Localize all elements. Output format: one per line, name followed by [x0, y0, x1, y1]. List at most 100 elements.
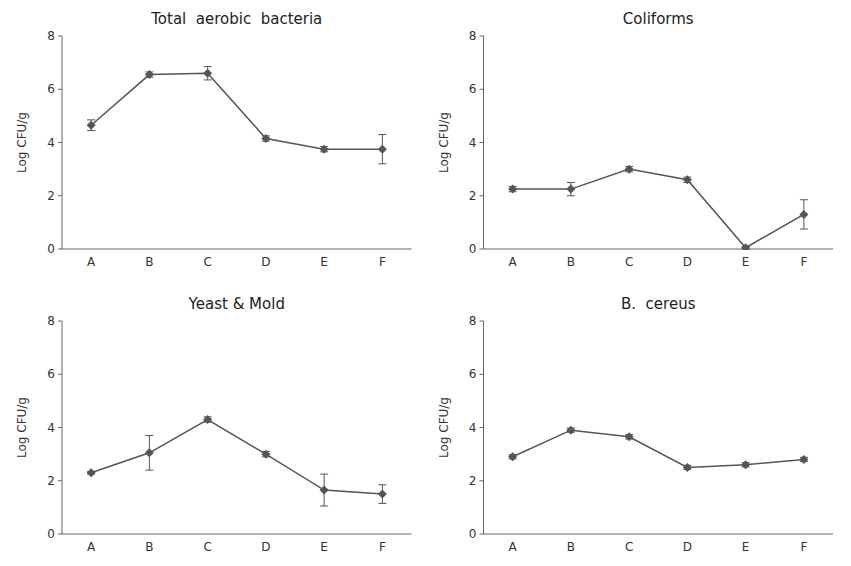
error-cap [320, 474, 328, 475]
marker [378, 490, 387, 499]
y-tick-label: 2 [469, 189, 477, 203]
y-tick-label: 4 [47, 421, 55, 435]
y-tick-label: 4 [469, 421, 477, 435]
y-tick [58, 480, 62, 481]
x-tick-label: D [261, 540, 270, 554]
error-cap [145, 470, 153, 471]
y-axis-label: Log CFU/g [437, 112, 451, 173]
plot-area [508, 426, 808, 472]
x-tick-label: D [261, 255, 270, 269]
marker [625, 165, 634, 174]
error-bar [204, 67, 212, 80]
y-tick-label: 2 [47, 474, 55, 488]
y-tick [58, 534, 62, 535]
x-tick-label: F [379, 540, 386, 554]
line [513, 430, 804, 467]
error-cap [87, 130, 95, 131]
error-cap [378, 484, 386, 485]
x-tick-label: C [625, 540, 633, 554]
error-cap [320, 506, 328, 507]
y-tick [58, 89, 62, 90]
error-cap [87, 119, 95, 120]
y-tick-label: 8 [47, 314, 55, 328]
error-cap [145, 435, 153, 436]
error-bar [320, 474, 328, 506]
x-axis [484, 534, 834, 535]
y-tick-label: 8 [469, 314, 477, 328]
x-tick-label: C [625, 255, 633, 269]
error-cap [378, 503, 386, 504]
marker [261, 450, 270, 459]
marker [741, 460, 750, 469]
y-tick-label: 2 [47, 189, 55, 203]
marker [203, 69, 212, 78]
y-tick [58, 142, 62, 143]
y-tick [480, 374, 484, 375]
x-tick-label: F [800, 255, 807, 269]
x-axis [62, 249, 412, 250]
y-tick-label: 6 [469, 82, 477, 96]
x-tick-label: F [379, 255, 386, 269]
y-tick-label: 4 [469, 136, 477, 150]
marker [508, 185, 517, 194]
marker [320, 486, 329, 495]
error-cap [800, 199, 808, 200]
plot-area [87, 415, 387, 506]
x-tick-label: B [567, 255, 575, 269]
y-tick-label: 0 [47, 527, 55, 541]
y-tick-label: 0 [469, 527, 477, 541]
y-tick-label: 8 [47, 29, 55, 43]
y-tick-label: 6 [47, 367, 55, 381]
y-tick [480, 89, 484, 90]
y-tick [480, 480, 484, 481]
title: B. cereus [621, 295, 696, 313]
error-bar [378, 485, 386, 504]
error-bar [87, 120, 95, 131]
marker [145, 448, 154, 457]
y-tick-label: 2 [469, 474, 477, 488]
marker [566, 185, 575, 194]
panel: Yeast & Mold02468ABCDEFLog CFU/g [15, 295, 412, 554]
marker [799, 210, 808, 219]
x-tick-label: E [320, 540, 328, 554]
x-tick-label: B [145, 540, 153, 554]
error-cap [800, 229, 808, 230]
marker [203, 415, 212, 424]
y-tick [480, 321, 484, 322]
y-tick [480, 142, 484, 143]
y-tick [480, 427, 484, 428]
error-cap [567, 195, 575, 196]
x-axis [484, 249, 834, 250]
plot-area [508, 165, 808, 250]
marker [625, 432, 634, 441]
y-tick [480, 195, 484, 196]
marker [566, 426, 575, 435]
error-cap [567, 182, 575, 183]
y-tick-label: 6 [469, 367, 477, 381]
x-tick-label: E [742, 540, 750, 554]
figure: Total aerobic bacteria02468ABCDEFLog CFU… [0, 0, 851, 566]
x-tick-label: A [509, 255, 518, 269]
x-axis [62, 534, 412, 535]
y-tick-label: 0 [47, 242, 55, 256]
y-tick-label: 6 [47, 82, 55, 96]
x-tick-label: C [203, 540, 211, 554]
x-tick-label: E [320, 255, 328, 269]
x-tick-label: B [567, 540, 575, 554]
marker [683, 463, 692, 472]
x-tick-label: A [87, 540, 96, 554]
marker [508, 452, 517, 461]
marker [320, 145, 329, 154]
y-tick-label: 0 [469, 242, 477, 256]
y-tick [58, 374, 62, 375]
y-tick [58, 249, 62, 250]
y-axis-label: Log CFU/g [437, 397, 451, 458]
marker [87, 468, 96, 477]
x-tick-label: C [203, 255, 211, 269]
y-tick [58, 321, 62, 322]
y-tick [480, 249, 484, 250]
marker [741, 243, 750, 250]
error-cap [204, 66, 212, 67]
y-axis-label: Log CFU/g [15, 112, 29, 173]
marker [378, 145, 387, 154]
